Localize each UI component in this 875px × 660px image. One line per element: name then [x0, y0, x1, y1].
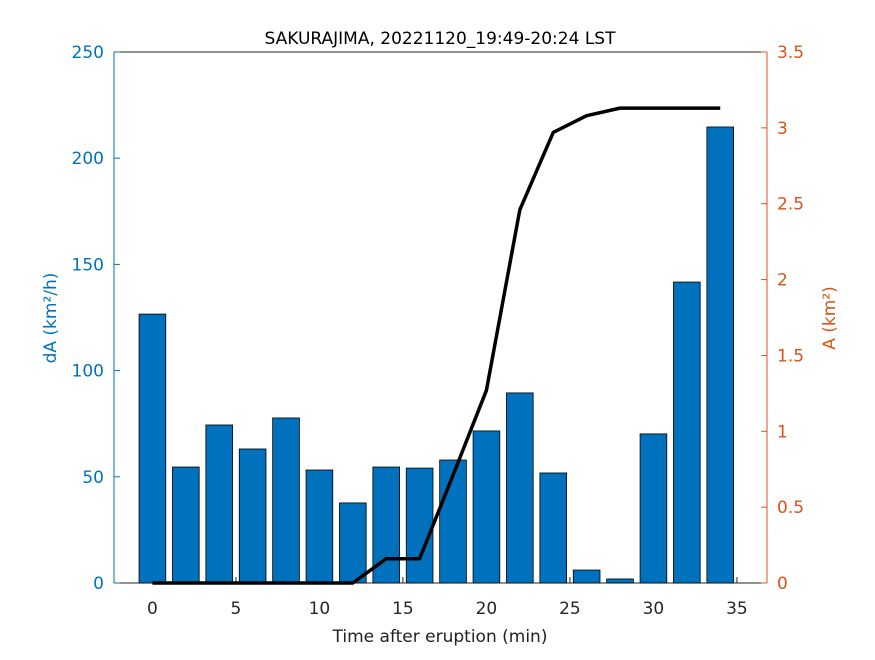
- bar: [172, 466, 200, 584]
- y-tick-label: 0: [93, 574, 104, 594]
- bar: [272, 417, 300, 584]
- y2-tick-label: 0: [777, 574, 788, 594]
- bar: [238, 448, 267, 584]
- bar: [673, 281, 701, 584]
- bar: [305, 469, 334, 584]
- x-tick-label: 30: [643, 599, 665, 619]
- bar: [472, 430, 501, 584]
- line: [152, 106, 721, 585]
- y2-tick-label: 1.5: [777, 346, 804, 366]
- y2-tick-label: 1: [777, 422, 788, 442]
- bar: [205, 424, 233, 584]
- x-tick-label: 15: [392, 599, 414, 619]
- y-axis-label: dA (km²/h): [41, 273, 61, 364]
- y-tick-label: 250: [72, 43, 104, 63]
- chart-title: SAKURAJIMA, 20221120_19:49-20:24 LST: [265, 29, 617, 49]
- y2-tick-label: 0.5: [777, 498, 804, 518]
- bar: [138, 313, 167, 584]
- y2-tick-label: 3.5: [777, 43, 804, 63]
- y2-tick-label: 2.5: [777, 195, 804, 215]
- bar: [639, 433, 668, 584]
- y2-tick-label: 2: [777, 271, 788, 291]
- bar: [405, 467, 434, 584]
- x-tick-label: 20: [476, 599, 498, 619]
- y-tick-label: 50: [82, 468, 104, 488]
- bar: [439, 459, 467, 584]
- y2-axis-label: A (km²): [820, 286, 840, 350]
- bar: [572, 569, 601, 584]
- x-tick-label: 0: [147, 599, 158, 619]
- x-tick-label: 35: [726, 599, 748, 619]
- y-tick-label: 150: [72, 255, 104, 275]
- bar: [706, 126, 734, 584]
- y2-tick-label: 3: [777, 119, 788, 139]
- x-tick-label: 25: [559, 599, 581, 619]
- bar: [539, 472, 567, 584]
- y-tick-label: 100: [72, 362, 104, 382]
- x-axis-label: Time after eruption (min): [332, 627, 548, 647]
- y-tick-label: 200: [72, 149, 104, 169]
- bar: [506, 392, 534, 584]
- bar: [606, 578, 634, 584]
- bar: [339, 502, 367, 584]
- x-tick-label: 10: [309, 599, 331, 619]
- x-tick-label: 5: [231, 599, 242, 619]
